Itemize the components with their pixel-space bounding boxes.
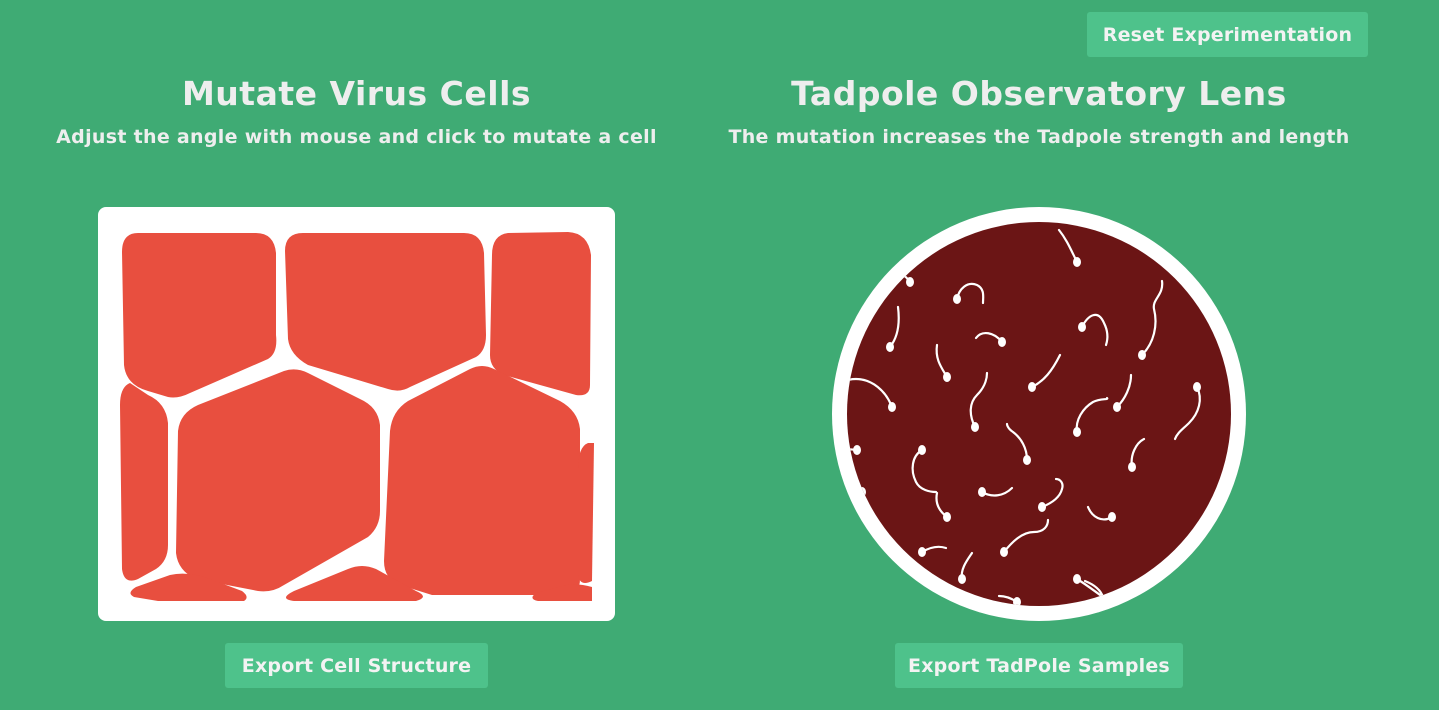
tadpole-tail [1086, 505, 1114, 521]
tadpole-tail [935, 343, 949, 379]
tadpole-tail [1140, 279, 1164, 357]
tadpole-lens-title: Tadpole Observatory Lens [791, 74, 1287, 113]
cell[interactable] [384, 366, 580, 595]
cell[interactable] [532, 584, 592, 601]
lens-svg [832, 207, 1246, 621]
tadpole-tail [955, 282, 985, 305]
tadpole-tail [1130, 437, 1146, 469]
tadpole-tail [1075, 396, 1109, 434]
tadpole-tail [1005, 422, 1029, 462]
tadpole-tail [847, 377, 894, 409]
tadpole-tail [969, 371, 989, 429]
cell[interactable] [490, 232, 591, 396]
tadpole-tail [997, 594, 1019, 604]
export-tadpole-samples-button[interactable]: Export TadPole Samples [895, 643, 1183, 688]
tadpole-tail [1030, 353, 1062, 389]
tadpole-tail [1002, 518, 1050, 554]
tadpole-tail [974, 332, 1004, 344]
cell[interactable] [176, 369, 380, 592]
tadpole-tail [1040, 477, 1064, 509]
cell[interactable] [120, 383, 168, 581]
tadpole-tail [935, 491, 949, 519]
tadpole-tail [980, 486, 1014, 497]
cell[interactable] [130, 573, 247, 601]
cell-structure-svg[interactable] [98, 207, 615, 621]
tadpole-group [847, 228, 1201, 606]
export-cell-structure-button[interactable]: Export Cell Structure [225, 643, 488, 688]
tadpole-observatory-lens[interactable] [832, 207, 1246, 621]
cell-structure-canvas[interactable] [98, 207, 615, 621]
reset-experimentation-button[interactable]: Reset Experimentation [1087, 12, 1368, 57]
tadpole-tail [920, 545, 948, 554]
tadpole-tail [1057, 228, 1079, 264]
tadpole-tail [1115, 373, 1133, 409]
tadpole-tail [888, 305, 900, 349]
tadpole-lens-subtitle: The mutation increases the Tadpole stren… [728, 126, 1350, 148]
mutate-cells-subtitle: Adjust the angle with mouse and click to… [56, 126, 657, 148]
cell[interactable] [578, 443, 594, 583]
tadpole-tail [911, 448, 938, 494]
mutate-cells-title: Mutate Virus Cells [181, 74, 532, 113]
cell[interactable] [285, 233, 486, 391]
tadpole-tail [1173, 385, 1201, 441]
tadpole-tail [1080, 313, 1109, 347]
lens-sample-area [847, 222, 1231, 606]
tadpole-tail [960, 551, 974, 581]
cell[interactable] [122, 233, 277, 398]
cell[interactable] [286, 566, 423, 601]
